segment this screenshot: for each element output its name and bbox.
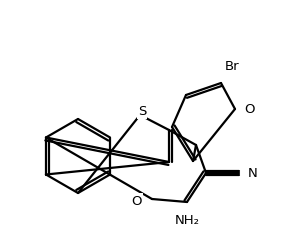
Text: N: N [248, 167, 258, 180]
Text: NH₂: NH₂ [175, 214, 200, 227]
Text: O: O [132, 195, 142, 208]
Text: Br: Br [225, 59, 240, 72]
Text: O: O [244, 103, 255, 116]
Text: S: S [138, 105, 146, 118]
